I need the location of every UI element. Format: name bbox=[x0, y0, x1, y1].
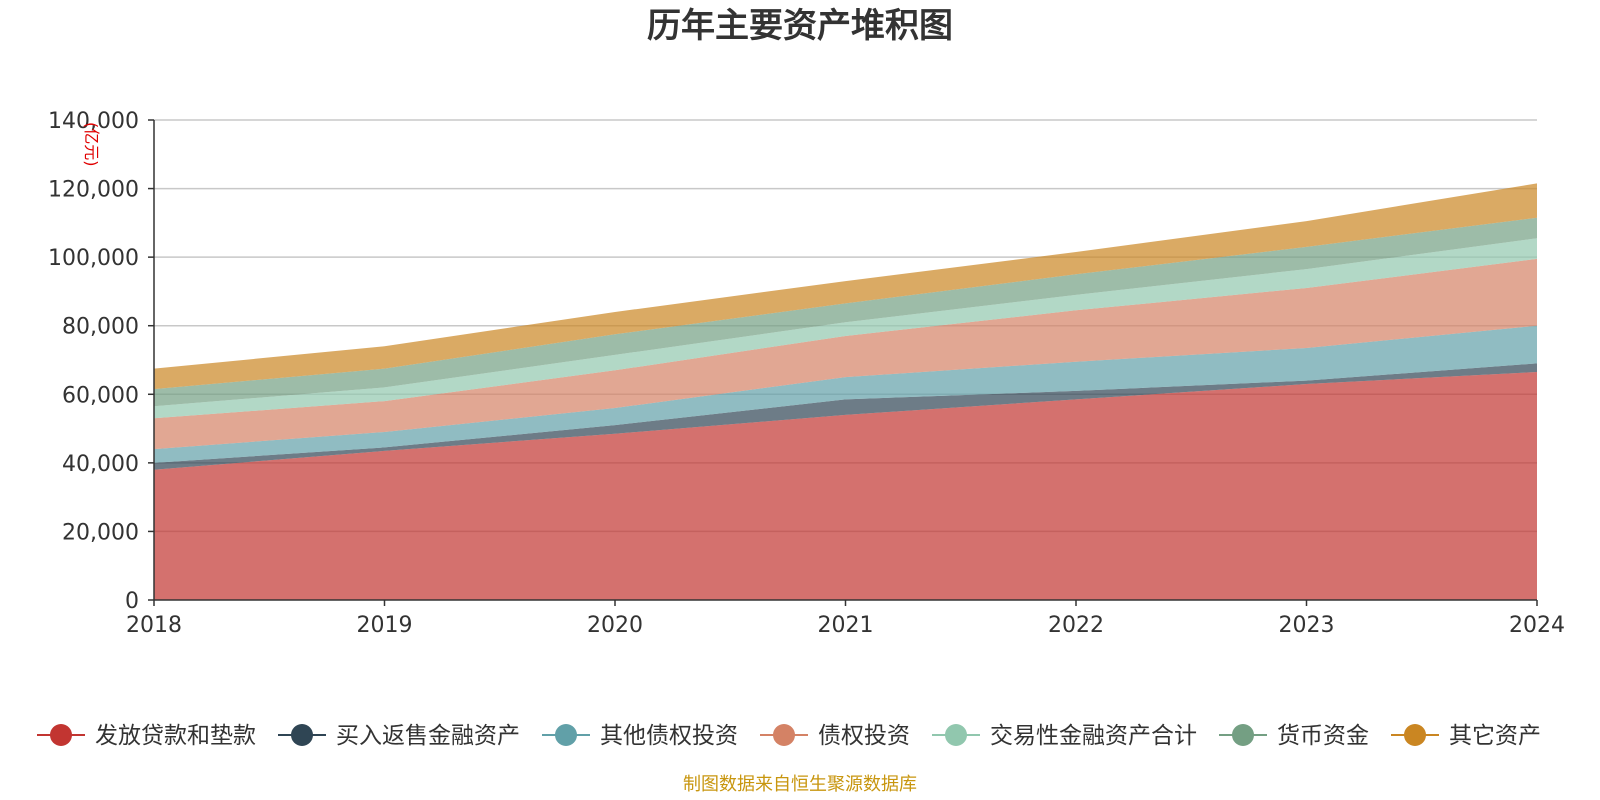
y-tick-label: 80,000 bbox=[62, 315, 139, 340]
x-tick-label: 2019 bbox=[357, 613, 413, 638]
legend-marker bbox=[291, 724, 313, 746]
source-note: 制图数据来自恒生聚源数据库 bbox=[683, 774, 917, 795]
y-tick-label: 100,000 bbox=[48, 246, 139, 271]
area-series-2 bbox=[154, 363, 1537, 470]
series-areas bbox=[154, 183, 1537, 600]
x-tick-label: 2022 bbox=[1048, 613, 1104, 638]
legend-label: 买入返售金融资产 bbox=[336, 723, 520, 749]
legend-item-2[interactable]: 买入返售金融资产 bbox=[278, 723, 520, 749]
legend-marker bbox=[555, 724, 577, 746]
y-tick-label: 40,000 bbox=[62, 452, 139, 477]
y-tick-label: 20,000 bbox=[62, 520, 139, 545]
legend-item-4[interactable]: 债权投资 bbox=[760, 723, 910, 749]
chart-title: 历年主要资产堆积图 bbox=[647, 6, 953, 46]
legend-label: 债权投资 bbox=[818, 723, 910, 749]
legend-label: 货币资金 bbox=[1277, 723, 1369, 749]
y-axis-unit-label: (亿元) bbox=[82, 122, 101, 167]
area-series-4 bbox=[154, 258, 1537, 450]
legend-label: 交易性金融资产合计 bbox=[990, 723, 1197, 749]
x-tick-label: 2020 bbox=[587, 613, 643, 638]
legend-item-3[interactable]: 其他债权投资 bbox=[542, 723, 738, 749]
legend-label: 其他债权投资 bbox=[600, 723, 738, 749]
axes: 0 20,000 40,000 60,000 80,000 100,000 120,000 1… bbox=[48, 109, 1565, 638]
x-tick-label: 2023 bbox=[1279, 613, 1335, 638]
area-series-7 bbox=[154, 183, 1537, 390]
legend-marker bbox=[50, 724, 72, 746]
legend-label: 其它资产 bbox=[1449, 723, 1541, 749]
area-series-1 bbox=[154, 372, 1537, 600]
area-series-5 bbox=[154, 238, 1537, 419]
y-tick-label: 60,000 bbox=[62, 383, 139, 408]
x-tick-label: 2018 bbox=[126, 613, 182, 638]
legend-marker bbox=[945, 724, 967, 746]
x-tick-label: 2021 bbox=[818, 613, 874, 638]
legend-item-6[interactable]: 货币资金 bbox=[1219, 723, 1369, 749]
legend-item-7[interactable]: 其它资产 bbox=[1391, 723, 1541, 749]
legend-item-1[interactable]: 发放贷款和垫款 bbox=[37, 723, 256, 749]
legend-item-5[interactable]: 交易性金融资产合计 bbox=[932, 723, 1197, 749]
legend[interactable]: 发放贷款和垫款 买入返售金融资产 其他债权投资 债权投资 交易性金融资产合计 货币资金 其它… bbox=[37, 723, 1541, 749]
y-tick-label: 140,000 bbox=[48, 109, 139, 134]
legend-label: 发放贷款和垫款 bbox=[95, 723, 256, 749]
legend-marker bbox=[1232, 724, 1254, 746]
area-series-6 bbox=[154, 217, 1537, 407]
y-tick-label: 120,000 bbox=[48, 178, 139, 203]
y-tick-label: 0 bbox=[125, 589, 139, 614]
x-tick-label: 2024 bbox=[1509, 613, 1565, 638]
legend-marker bbox=[773, 724, 795, 746]
legend-marker bbox=[1404, 724, 1426, 746]
area-series-3 bbox=[154, 325, 1537, 463]
